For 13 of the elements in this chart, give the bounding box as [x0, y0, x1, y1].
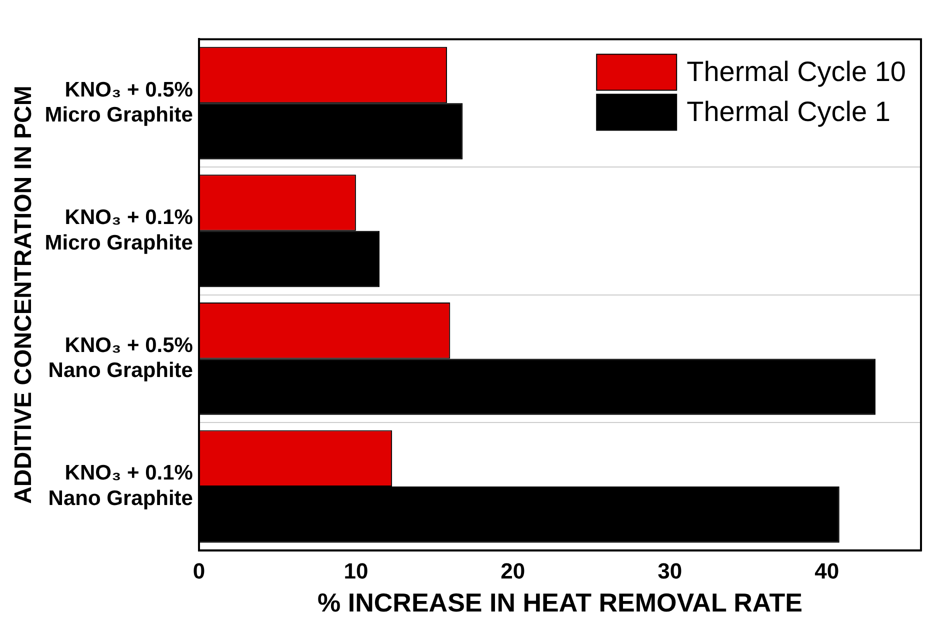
- x-tick-label: 0: [192, 558, 206, 584]
- y-tick-label: KNO₃ + 0.1% Micro Graphite: [44, 206, 194, 254]
- legend-label: Thermal Cycle 10: [686, 56, 906, 87]
- y-tick-label: KNO₃ + 0.5% Micro Graphite: [44, 78, 194, 126]
- x-tick-label: 30: [658, 558, 682, 584]
- y-tick-label: KNO₃ + 0.5% Nano Graphite: [48, 334, 194, 382]
- legend-label: Thermal Cycle 1: [686, 96, 890, 127]
- x-axis-title: % INCREASE IN HEAT REMOVAL RATE: [318, 588, 802, 618]
- y-tick-label: KNO₃ + 0.1% Nano Graphite: [48, 462, 194, 510]
- x-tick-label: 20: [500, 558, 526, 584]
- x-tick-label: 40: [814, 558, 840, 584]
- x-tick-label: 10: [344, 558, 368, 584]
- y-axis-title: ADDITIVE CONCENTRATION IN PCM: [10, 86, 38, 504]
